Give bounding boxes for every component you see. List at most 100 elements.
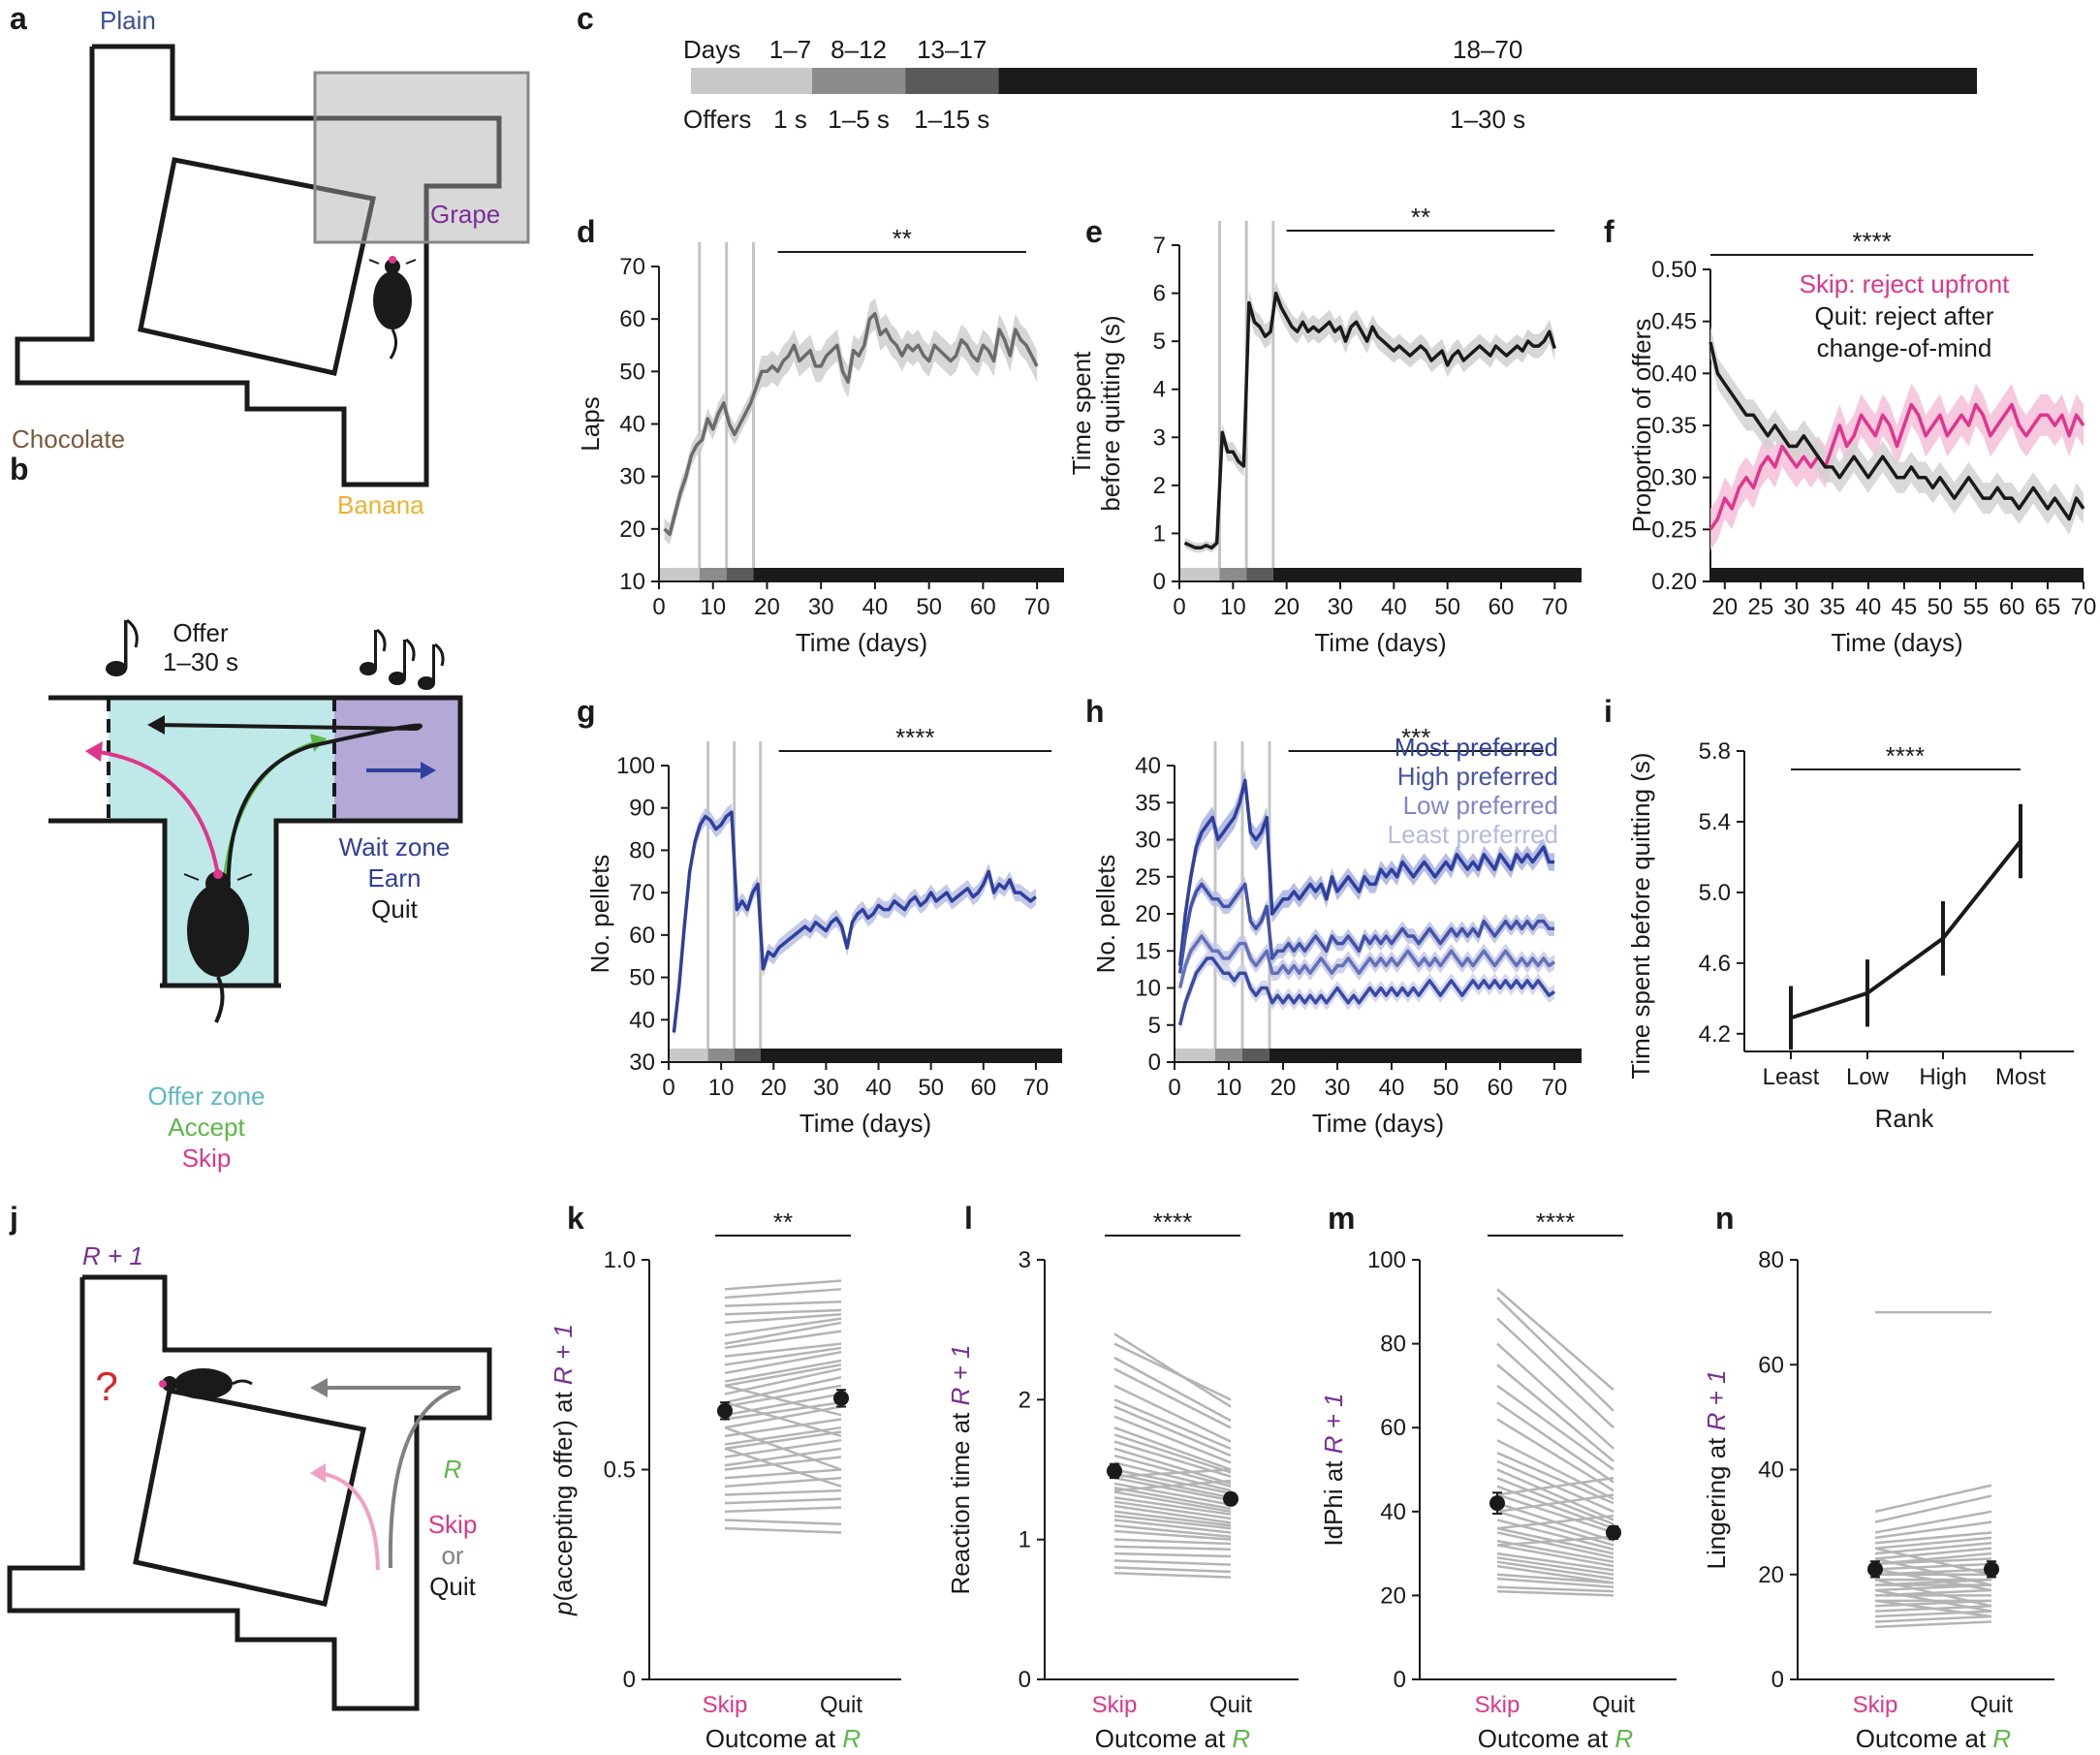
y-tick-label: 6 <box>1153 281 1166 307</box>
subject-pair-line <box>1113 1504 1232 1524</box>
y-axis-label-p: p <box>549 1601 578 1615</box>
x-tick-label: 50 <box>1928 594 1954 620</box>
label-quit-j: Quit <box>429 1572 476 1601</box>
y-tick-label: 0 <box>623 1667 636 1693</box>
x-tick-label: 50 <box>918 1075 944 1101</box>
x-tick-label: 50 <box>1433 1075 1459 1101</box>
quit-arrowhead <box>147 715 165 735</box>
subject-pair-line <box>1496 1468 1614 1521</box>
subject-pair-line <box>1874 1520 1992 1540</box>
subject-pair-line <box>724 1393 842 1417</box>
series-line <box>1177 778 1554 966</box>
x-tick-label: 60 <box>1999 594 2025 620</box>
quit-path-j <box>320 1386 461 1569</box>
subject-pair-line <box>1113 1538 1232 1546</box>
y-axis-label-r1: R + 1 <box>946 1345 975 1406</box>
chart-i: 4.2 4.6 5.0 5.4 5.8 Least Low High Most Rank Time … <box>1626 738 2074 1133</box>
timeline-offers: 1–15 s <box>914 105 989 134</box>
y-axis-label-text: Reaction time at <box>946 1405 975 1594</box>
y-tick-label: 4.2 <box>1699 1021 1731 1048</box>
music-note-icon <box>106 618 139 676</box>
significance-stars: **** <box>895 723 934 752</box>
x-tick-label-skip: Skip <box>1475 1692 1520 1718</box>
subject-pair-line <box>1496 1418 1614 1492</box>
x-axis-label-text: Outcome at <box>1095 1724 1233 1753</box>
timeline-segment <box>691 68 813 94</box>
condition-bar <box>659 568 700 581</box>
x-tick-label: 20 <box>754 594 780 620</box>
subject-pair-line <box>1113 1356 1232 1423</box>
x-tick-label: 40 <box>1856 594 1882 620</box>
y-tick-label: 100 <box>616 753 655 779</box>
mean-dot <box>717 1402 733 1419</box>
x-tick-label: 50 <box>916 594 942 620</box>
x-tick-label: 0 <box>1173 594 1185 620</box>
x-axis-label-r: R <box>1614 1724 1633 1753</box>
subject-pair-line <box>724 1489 842 1496</box>
subject-pair-line <box>1874 1568 1992 1592</box>
legend-entry: Quit: reject after <box>1815 301 1994 330</box>
x-tick-label: Low <box>1846 1064 1890 1090</box>
y-axis-label-r1: R + 1 <box>549 1324 578 1385</box>
x-axis-label: Rank <box>1875 1104 1935 1133</box>
error-band <box>1179 768 1554 977</box>
error-band <box>1710 327 2084 535</box>
subject-pair-line <box>1874 1547 1992 1576</box>
x-tick-label: 30 <box>808 594 834 620</box>
y-tick-label: 80 <box>1380 1332 1406 1358</box>
y-tick-label: 5 <box>1148 1013 1161 1039</box>
y-tick-label: 3 <box>1019 1247 1031 1273</box>
y-tick-label: 0.45 <box>1651 309 1697 335</box>
x-tick-label: 25 <box>1747 594 1773 620</box>
mouse-icon <box>183 869 253 1023</box>
subject-pair-line <box>1113 1514 1232 1530</box>
significance-stars: **** <box>1886 741 1925 770</box>
legend-entry: Most preferred <box>1395 733 1558 762</box>
subject-pair-line <box>1874 1610 1992 1618</box>
y-tick-label: 30 <box>619 464 645 490</box>
y-tick-label: 5 <box>1153 329 1166 355</box>
panel-label-k: k <box>567 1201 584 1236</box>
y-tick-label: 15 <box>1135 938 1161 964</box>
label-offer-zone: Offer zone <box>148 1081 266 1111</box>
y-tick-label: 1 <box>1153 520 1166 547</box>
subject-pair-line <box>1496 1452 1614 1505</box>
x-tick-label: 70 <box>1542 1075 1568 1101</box>
subject-pair-line <box>1496 1519 1614 1551</box>
label-grape: Grape <box>430 200 500 229</box>
subject-pair-line <box>724 1400 842 1421</box>
x-axis-label: Outcome at R <box>1856 1724 2011 1753</box>
y-axis-label: Lingering at R + 1 <box>1702 1370 1731 1570</box>
subject-pair-line <box>1496 1493 1614 1514</box>
subject-pair-line <box>1496 1573 1614 1584</box>
label-quit: Quit <box>371 894 418 924</box>
panel-label-a: a <box>10 1 27 36</box>
timeline-offers: 1 s <box>773 105 807 134</box>
subject-pair-line <box>1113 1572 1232 1579</box>
panel-label-b: b <box>10 452 29 486</box>
subject-pair-line <box>1113 1487 1232 1511</box>
x-tick-label: 55 <box>1963 594 1990 620</box>
chart-m: 0 20 40 60 80 100 Skip Quit Outcome at R IdPhi at… <box>1319 1207 1677 1753</box>
subject-pair-line <box>1496 1384 1614 1471</box>
x-axis-label-text: Outcome at <box>1478 1724 1615 1753</box>
mean-dot <box>1489 1495 1505 1512</box>
timeline-c: Days Offers 1–7 1 s 8–12 1–5 s 13–17 1–15 s 18… <box>683 35 1977 134</box>
panel-label-n: n <box>1715 1201 1735 1236</box>
panel-label-f: f <box>1604 214 1614 249</box>
label-r-j: R <box>444 1455 462 1484</box>
error-band <box>664 298 1038 546</box>
subject-pair-line <box>1113 1566 1232 1574</box>
y-tick-label: 60 <box>629 923 655 949</box>
error-band <box>1710 384 2084 550</box>
subject-pair-line <box>1113 1496 1232 1516</box>
subject-pair-line <box>1496 1531 1614 1559</box>
legend-entry: Low preferred <box>1403 791 1558 820</box>
y-tick-label: 0 <box>1153 569 1166 595</box>
label-earn: Earn <box>368 863 422 893</box>
subject-pair-line <box>1496 1560 1614 1581</box>
subject-pair-line <box>724 1476 842 1489</box>
panel-label-l: l <box>964 1201 973 1236</box>
subject-pair-line <box>1113 1519 1232 1534</box>
error-band <box>1184 281 1555 553</box>
